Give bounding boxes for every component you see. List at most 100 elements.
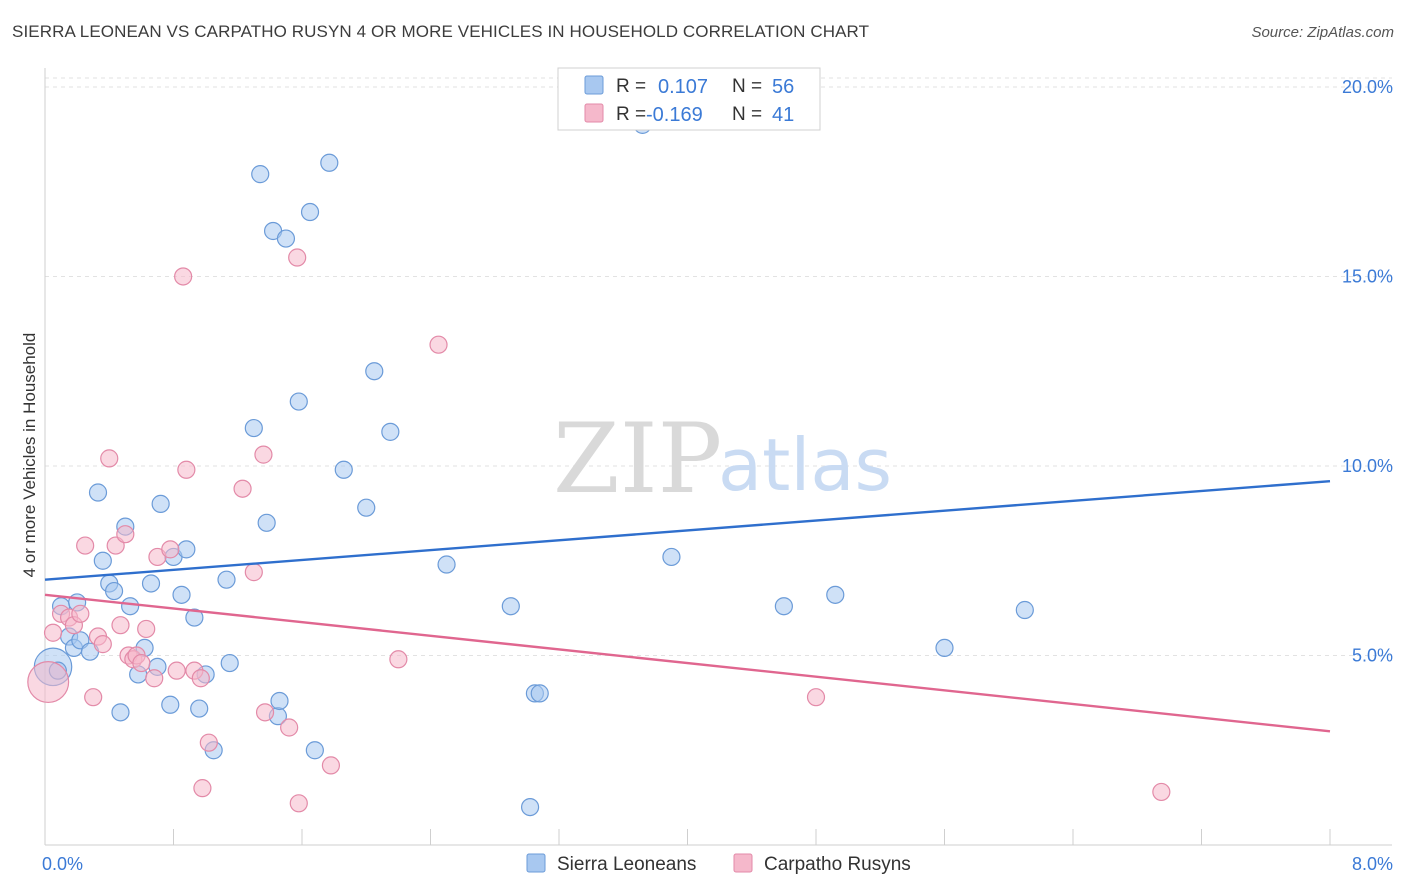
data-point-carpatho-rusyns bbox=[76, 536, 95, 555]
trend-lines bbox=[44, 479, 1331, 733]
data-point-sierra-leoneans bbox=[93, 551, 112, 570]
data-point-carpatho-rusyns bbox=[111, 616, 130, 635]
data-point-carpatho-rusyns bbox=[254, 445, 273, 464]
y-axis-label: 4 or more Vehicles in Household bbox=[20, 333, 39, 578]
data-point-sierra-leoneans bbox=[111, 703, 130, 722]
data-point-sierra-leoneans bbox=[190, 699, 209, 718]
series-legend: Sierra Leoneans Carpatho Rusyns bbox=[526, 853, 911, 875]
legend-swatch-carpatho-rusyns bbox=[733, 853, 753, 873]
data-point-sierra-leoneans bbox=[1015, 600, 1034, 620]
data-point-carpatho-rusyns bbox=[199, 733, 218, 752]
data-point-carpatho-rusyns bbox=[93, 635, 112, 654]
data-points bbox=[27, 115, 1171, 817]
legend-r-value: 0.107 bbox=[658, 76, 708, 98]
data-point-sierra-leoneans bbox=[662, 547, 681, 567]
trend-line-carpatho-rusyns bbox=[44, 593, 1331, 733]
data-point-sierra-leoneans bbox=[177, 540, 196, 559]
legend-n-label: N = bbox=[732, 104, 762, 125]
data-point-sierra-leoneans bbox=[774, 597, 793, 616]
data-point-sierra-leoneans bbox=[826, 585, 845, 604]
data-point-sierra-leoneans bbox=[365, 362, 384, 381]
data-point-carpatho-rusyns bbox=[174, 267, 193, 286]
y-tick-label: 15.0% bbox=[1342, 266, 1393, 286]
data-point-sierra-leoneans bbox=[520, 797, 540, 817]
legend-n-value: 41 bbox=[772, 104, 794, 126]
data-point-sierra-leoneans bbox=[289, 392, 308, 411]
data-point-carpatho-rusyns bbox=[43, 623, 63, 642]
data-point-carpatho-rusyns bbox=[806, 688, 826, 707]
data-point-carpatho-rusyns bbox=[71, 604, 90, 623]
data-point-sierra-leoneans bbox=[320, 153, 339, 172]
legend-swatch-blue bbox=[584, 75, 604, 95]
data-point-sierra-leoneans bbox=[251, 165, 270, 184]
data-point-sierra-leoneans bbox=[300, 202, 320, 222]
data-point-carpatho-rusyns bbox=[389, 650, 408, 669]
data-point-sierra-leoneans bbox=[151, 494, 170, 513]
data-point-sierra-leoneans bbox=[270, 691, 289, 711]
data-point-carpatho-rusyns bbox=[167, 661, 186, 680]
legend-label-sierra-leoneans: Sierra Leoneans bbox=[557, 854, 696, 875]
data-point-carpatho-rusyns bbox=[193, 779, 212, 798]
data-point-carpatho-rusyns bbox=[116, 525, 135, 544]
legend-swatch-pink bbox=[584, 103, 604, 123]
data-point-carpatho-rusyns bbox=[177, 460, 196, 479]
watermark-zip: ZIP bbox=[553, 403, 722, 515]
x-tick-label: 8.0% bbox=[1352, 854, 1393, 874]
data-point-carpatho-rusyns bbox=[145, 669, 164, 688]
data-point-carpatho-rusyns bbox=[27, 661, 70, 704]
data-point-carpatho-rusyns bbox=[321, 756, 341, 775]
data-point-sierra-leoneans bbox=[141, 574, 161, 593]
data-point-carpatho-rusyns bbox=[132, 653, 151, 673]
data-point-carpatho-rusyns bbox=[191, 669, 210, 688]
trend-line-sierra-leoneans bbox=[44, 479, 1331, 581]
data-point-sierra-leoneans bbox=[220, 653, 239, 673]
legend-swatch-sierra-leoneans bbox=[526, 853, 546, 873]
data-point-carpatho-rusyns bbox=[244, 563, 263, 582]
data-point-carpatho-rusyns bbox=[1152, 782, 1171, 802]
data-point-sierra-leoneans bbox=[172, 585, 191, 604]
data-point-carpatho-rusyns bbox=[233, 479, 252, 498]
x-tick-label: 0.0% bbox=[42, 854, 83, 874]
data-point-sierra-leoneans bbox=[334, 460, 353, 479]
axes: 5.0% 10.0% 15.0% 20.0% 0.0% 8.0% bbox=[42, 68, 1393, 874]
data-point-carpatho-rusyns bbox=[84, 688, 103, 707]
data-point-carpatho-rusyns bbox=[289, 794, 308, 813]
data-point-sierra-leoneans bbox=[501, 597, 520, 616]
data-point-sierra-leoneans bbox=[381, 422, 400, 441]
correlation-legend: R = 0.107 N = 56 R = -0.169 N = 41 bbox=[557, 67, 821, 131]
legend-label-carpatho-rusyns: Carpatho Rusyns bbox=[764, 854, 911, 875]
data-point-sierra-leoneans bbox=[935, 638, 954, 658]
data-point-carpatho-rusyns bbox=[280, 718, 299, 737]
legend-r-value: -0.169 bbox=[646, 104, 703, 126]
data-point-carpatho-rusyns bbox=[100, 449, 119, 468]
data-point-sierra-leoneans bbox=[530, 684, 549, 703]
watermark-atlas: atlas bbox=[718, 423, 892, 507]
data-point-sierra-leoneans bbox=[305, 741, 324, 760]
data-point-sierra-leoneans bbox=[244, 418, 263, 438]
data-point-sierra-leoneans bbox=[121, 597, 140, 616]
data-point-carpatho-rusyns bbox=[288, 248, 307, 267]
chart-title: SIERRA LEONEAN VS CARPATHO RUSYN 4 OR MO… bbox=[12, 22, 870, 41]
data-point-carpatho-rusyns bbox=[255, 703, 275, 722]
legend-r-label: R = bbox=[616, 104, 646, 125]
y-tick-label: 10.0% bbox=[1342, 456, 1393, 476]
data-point-sierra-leoneans bbox=[276, 229, 296, 248]
source-credit: Source: ZipAtlas.com bbox=[1251, 24, 1394, 41]
legend-n-value: 56 bbox=[772, 76, 794, 98]
data-point-carpatho-rusyns bbox=[429, 335, 448, 354]
data-point-carpatho-rusyns bbox=[161, 540, 180, 559]
data-point-sierra-leoneans bbox=[185, 608, 204, 627]
data-point-carpatho-rusyns bbox=[137, 619, 156, 639]
y-tick-label: 5.0% bbox=[1352, 645, 1393, 665]
data-point-sierra-leoneans bbox=[88, 483, 108, 502]
data-point-sierra-leoneans bbox=[257, 513, 276, 532]
legend-n-label: N = bbox=[732, 76, 762, 97]
y-tick-label: 20.0% bbox=[1342, 77, 1393, 97]
watermark: ZIP atlas bbox=[553, 403, 892, 515]
data-point-sierra-leoneans bbox=[161, 695, 180, 714]
data-point-sierra-leoneans bbox=[437, 555, 456, 574]
data-point-sierra-leoneans bbox=[217, 570, 236, 589]
data-point-sierra-leoneans bbox=[104, 581, 124, 601]
data-point-sierra-leoneans bbox=[357, 498, 376, 517]
